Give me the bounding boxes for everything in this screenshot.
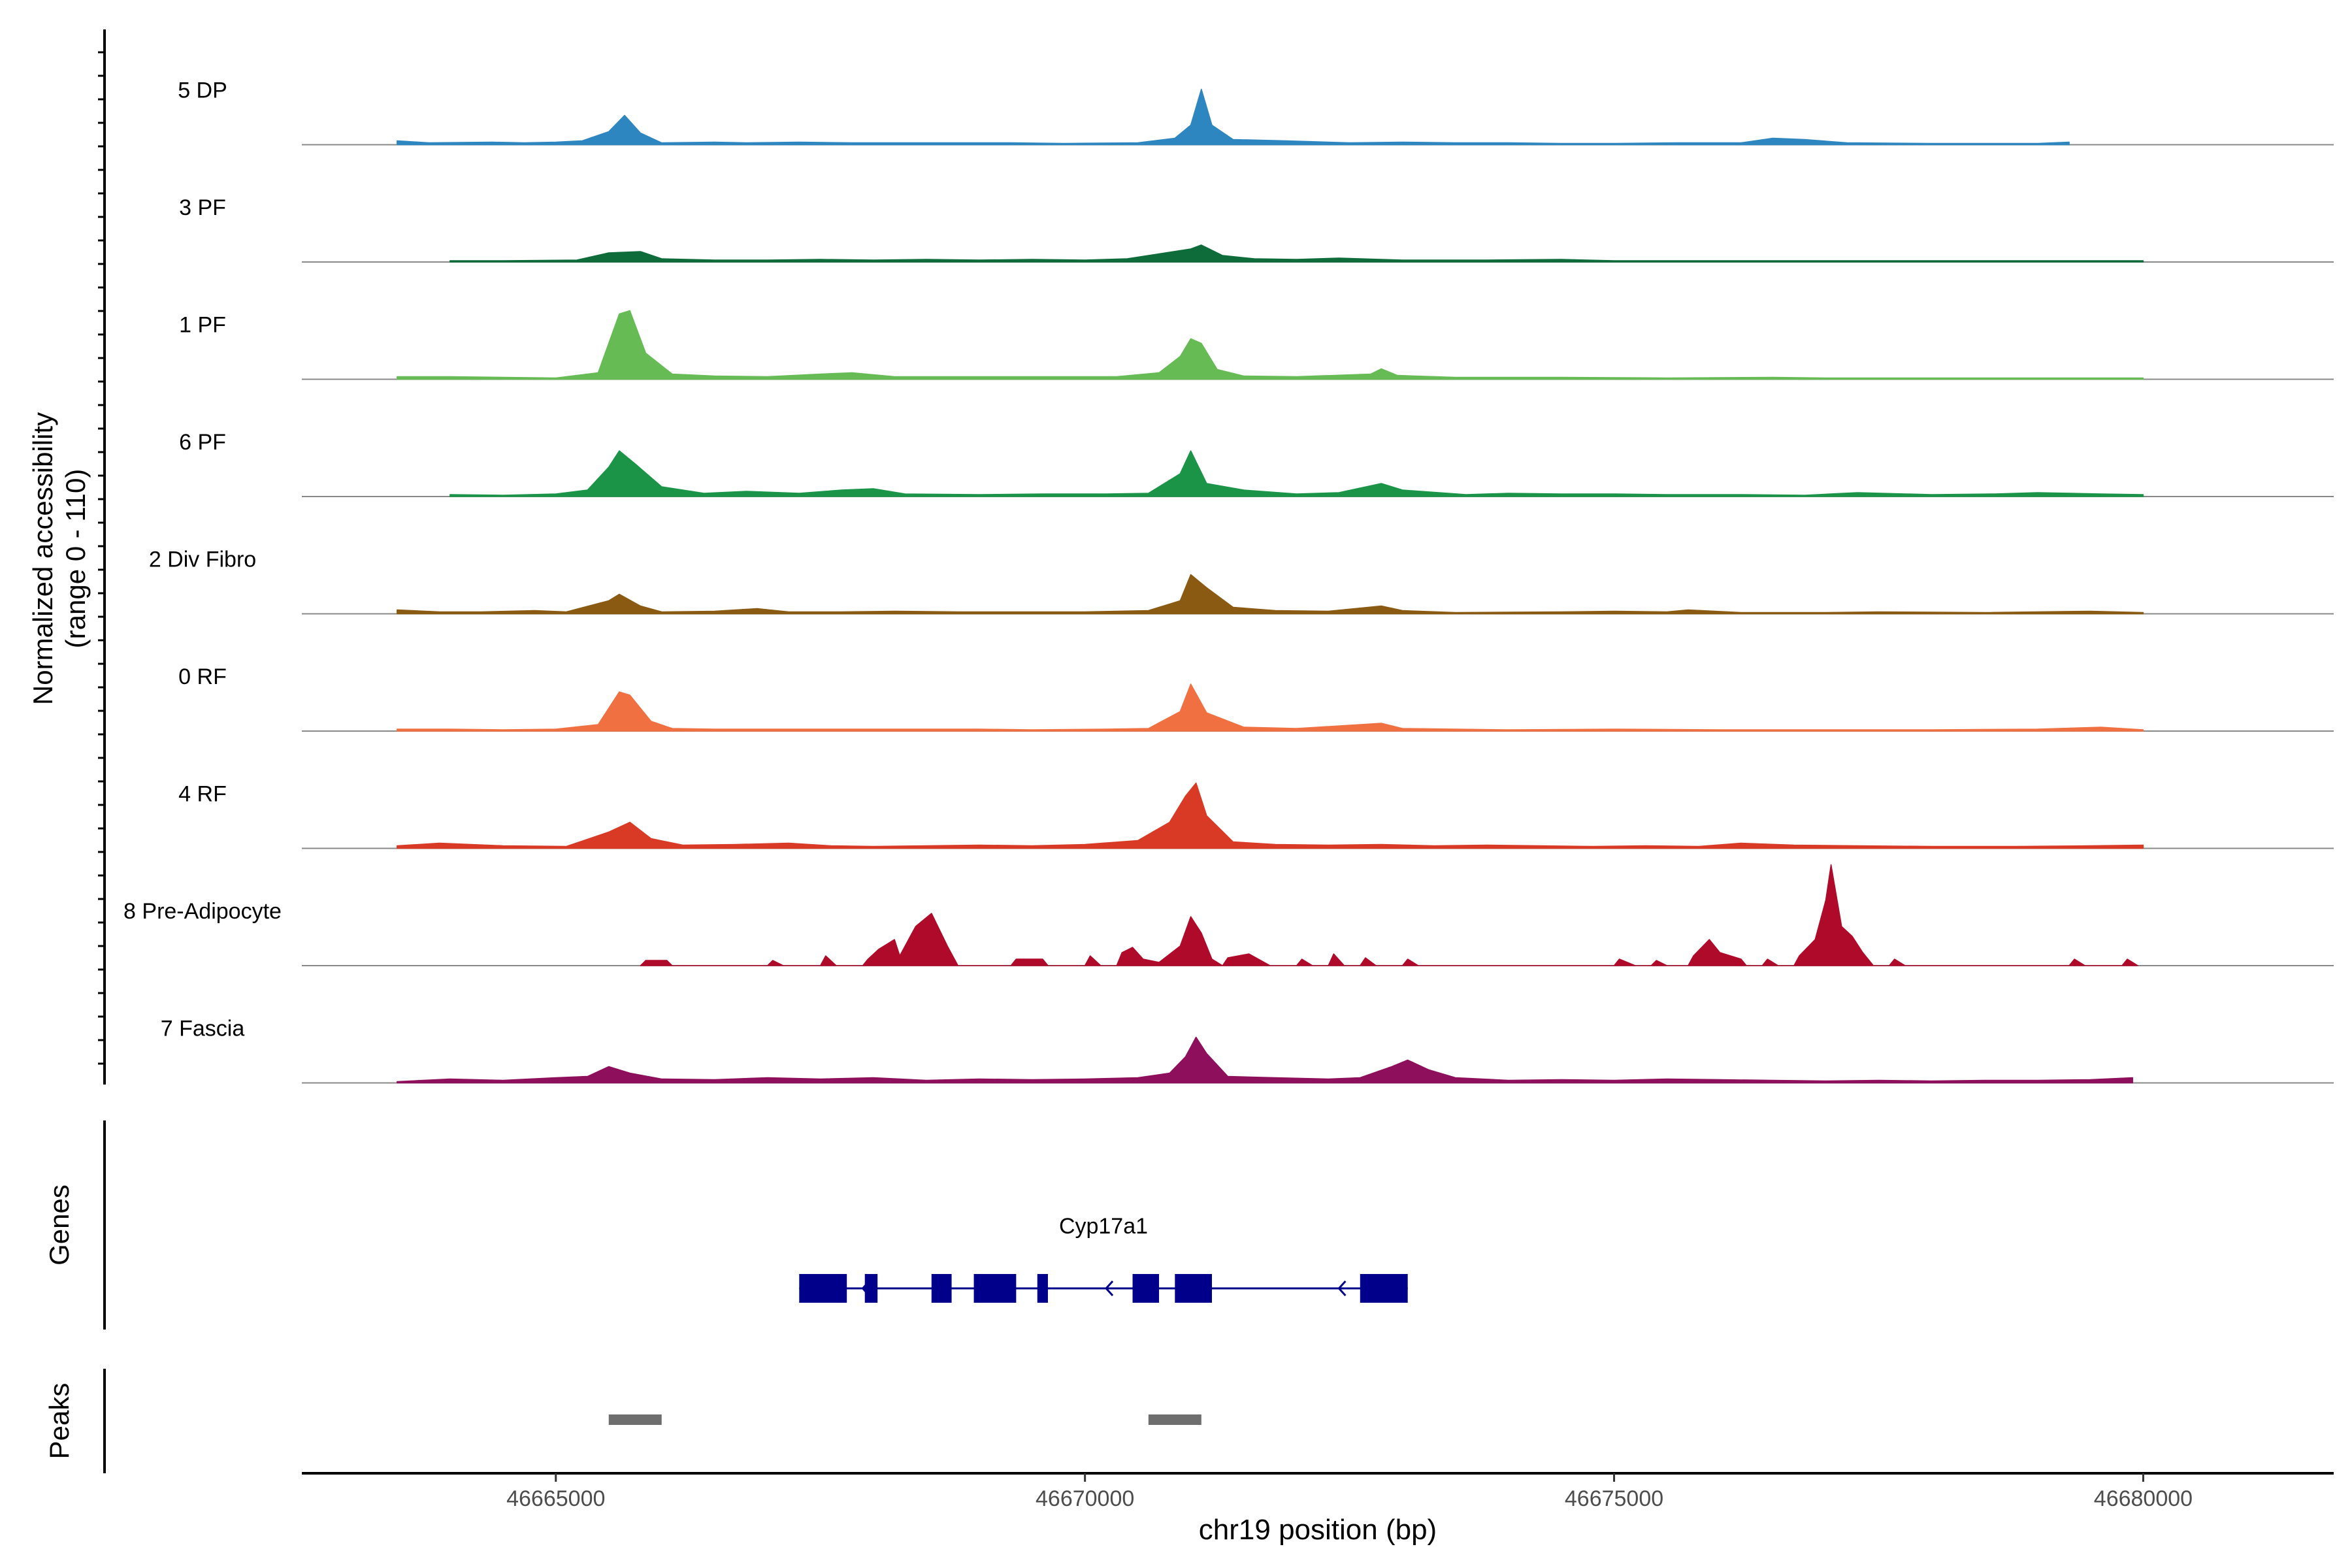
x-axis-tick-label: 46675000 xyxy=(1565,1486,1663,1511)
accessibility-area xyxy=(640,864,2139,966)
x-axis-tick-label: 46665000 xyxy=(506,1486,605,1511)
peaks-panel-label: Peaks xyxy=(44,1383,74,1460)
track-label: 4 RF xyxy=(178,782,227,807)
track-5-dp: 5 DP xyxy=(178,78,2334,146)
gene-strand-arrow xyxy=(1105,1280,1114,1297)
track-label: 0 RF xyxy=(178,664,227,689)
track-8-pre-adipocyte: 8 Pre-Adipocyte xyxy=(123,864,2334,966)
y-axis-title-line1: Normalized accessibility xyxy=(27,412,58,705)
accessibility-area xyxy=(397,1036,2133,1084)
track-label: 2 Div Fibro xyxy=(149,547,256,572)
gene-exon xyxy=(799,1274,847,1303)
track-0-rf: 0 RF xyxy=(178,664,2334,732)
track-label: 6 PF xyxy=(179,430,226,455)
x-axis-ticks: 46665000 46670000 46675000 46680000 xyxy=(506,1473,2193,1511)
x-axis-tick-label: 46670000 xyxy=(1036,1486,1134,1511)
accessibility-area xyxy=(397,574,2144,615)
accessibility-area xyxy=(397,782,2144,849)
gene-exon xyxy=(1132,1274,1160,1303)
track-1-pf: 1 PF xyxy=(179,310,2334,380)
x-axis-tick-label: 46680000 xyxy=(2094,1486,2193,1511)
track-label: 5 DP xyxy=(178,78,227,103)
accessibility-area xyxy=(397,683,2144,732)
peak-interval xyxy=(1148,1414,1201,1425)
y-axis-ticks xyxy=(98,51,105,1065)
gene-exon xyxy=(931,1274,952,1303)
gene-strand-arrow xyxy=(861,1280,870,1297)
track-4-rf: 4 RF xyxy=(178,782,2334,849)
accessibility-area xyxy=(397,88,2070,146)
gene-strand-arrow xyxy=(993,1280,1003,1297)
accessibility-area xyxy=(397,310,2144,380)
track-7-fascia: 7 Fascia xyxy=(161,1017,2334,1084)
track-label: 1 PF xyxy=(179,313,226,338)
x-axis-title: chr19 position (bp) xyxy=(1199,1514,1437,1546)
track-6-pf: 6 PF xyxy=(179,430,2334,497)
track-label: 7 Fascia xyxy=(161,1017,245,1041)
genes-panel-label: Genes xyxy=(44,1184,74,1266)
accessibility-tracks: 5 DP 3 PF 1 PF 6 PF 2 Div Fibro 0 RF 4 RF 8 Pre… xyxy=(123,78,2334,1084)
accessibility-area xyxy=(449,244,2144,263)
gene-exon xyxy=(1360,1274,1408,1303)
gene-exon xyxy=(1175,1274,1213,1303)
peak-track xyxy=(608,1414,1201,1425)
gene-track: Cyp17a1 xyxy=(799,1214,1408,1303)
accessibility-area xyxy=(449,450,2144,497)
track-3-pf: 3 PF xyxy=(179,195,2334,263)
track-2-div-fibro: 2 Div Fibro xyxy=(149,547,2334,615)
track-label: 3 PF xyxy=(179,195,226,220)
gene-exon xyxy=(864,1274,878,1303)
gene-strand-arrow xyxy=(1337,1280,1347,1297)
peak-interval xyxy=(608,1414,662,1425)
gene-exon xyxy=(1037,1274,1048,1303)
gene-name-label: Cyp17a1 xyxy=(1059,1214,1148,1239)
track-label: 8 Pre-Adipocyte xyxy=(123,899,282,924)
y-axis-title-line2: (range 0 - 110) xyxy=(60,469,91,649)
